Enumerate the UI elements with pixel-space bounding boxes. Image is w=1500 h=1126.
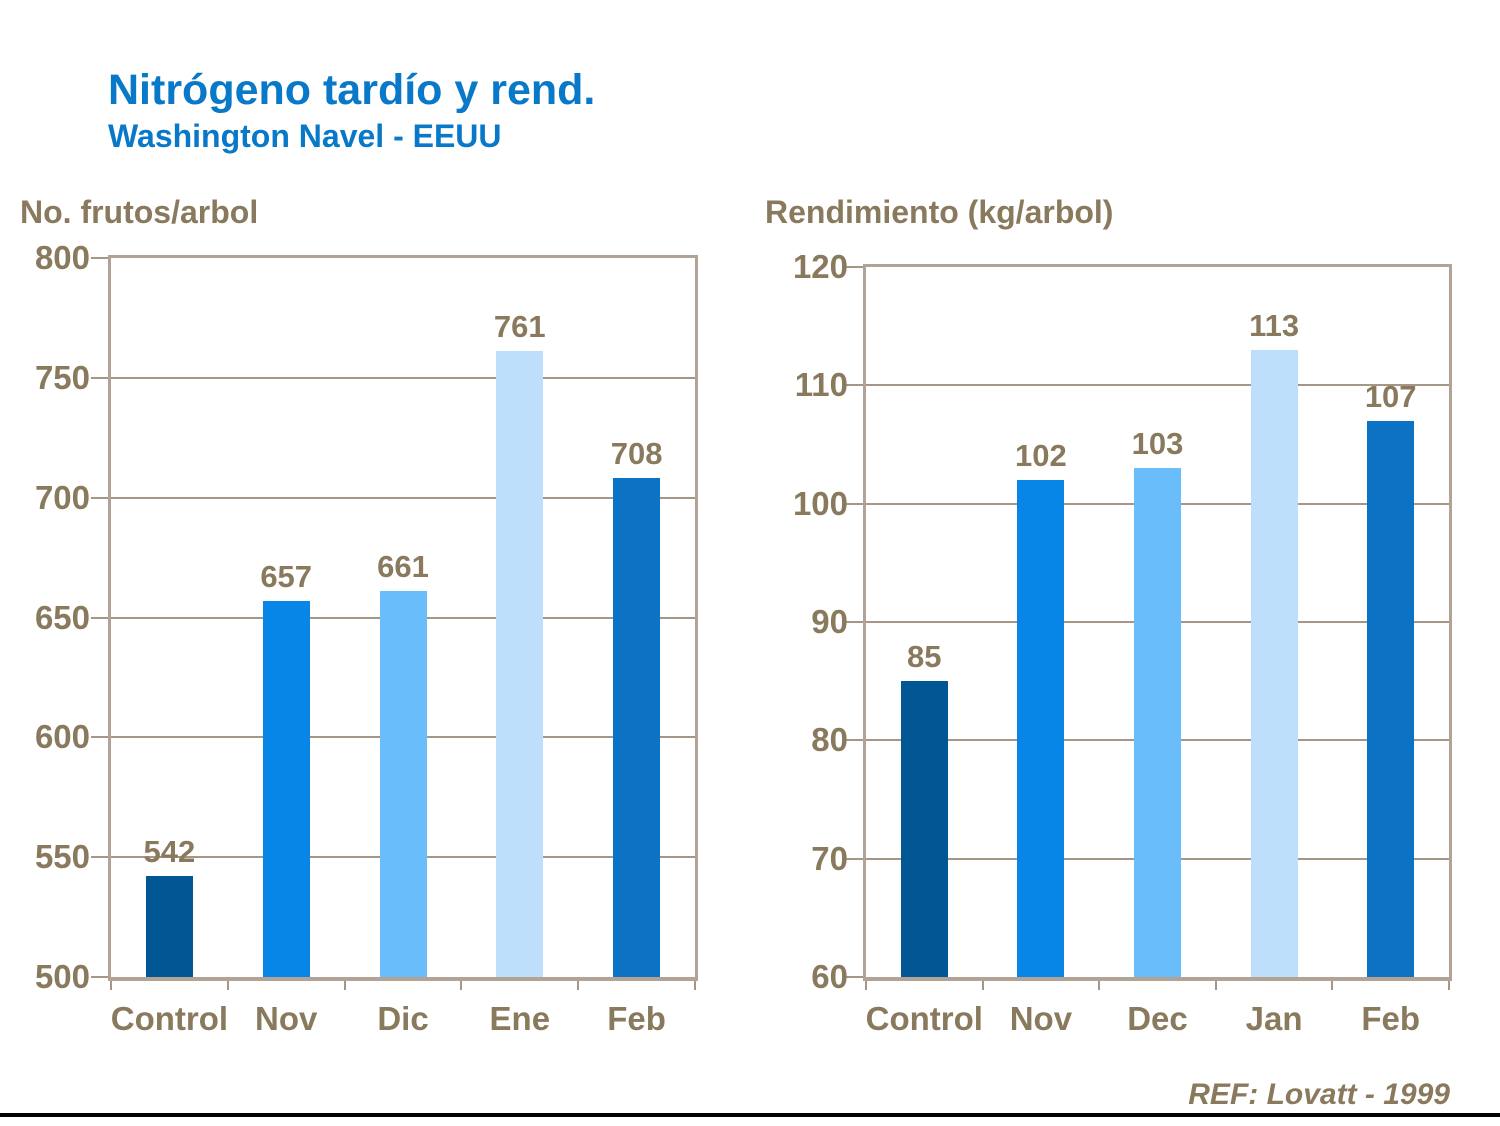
y-tick-label: 500 (34, 958, 90, 995)
y-tick-label: 60 (811, 958, 848, 995)
y-tick-label: 700 (34, 478, 90, 516)
y-axis-tick (846, 384, 863, 387)
x-axis-tick (1214, 981, 1217, 990)
x-axis-tick (981, 981, 984, 990)
category-label: Control (110, 1000, 229, 1037)
x-axis-tick (343, 981, 346, 990)
y-tick-label: 90 (811, 603, 848, 640)
plot-area (108, 255, 698, 981)
y-tick-label: 100 (792, 484, 848, 522)
gridline (866, 384, 1449, 387)
left-chart-title: No. frutos/arbol (20, 194, 259, 230)
category-label: Nov (255, 1000, 318, 1037)
bottom-rule (0, 1113, 1500, 1117)
x-axis-tick (1448, 981, 1450, 990)
y-tick-label: 750 (34, 358, 90, 396)
bar-feb (1367, 420, 1415, 977)
value-label: 107 (1364, 378, 1417, 414)
gridline (111, 496, 695, 499)
bar-control (900, 681, 948, 977)
bar-nov (1017, 480, 1065, 977)
category-label: Ene (489, 1000, 551, 1037)
y-tick-label: 80 (811, 721, 848, 759)
category-label: Control (865, 1000, 983, 1037)
y-tick-label: 800 (34, 239, 90, 276)
y-axis-tick (846, 621, 863, 623)
value-label: 542 (143, 834, 196, 870)
bar-dec (1134, 468, 1181, 977)
x-axis-tick (865, 981, 867, 990)
category-label: Nov (1009, 1000, 1073, 1037)
value-label: 657 (260, 558, 313, 594)
bar-control (145, 876, 193, 977)
y-axis-tick (846, 739, 863, 742)
y-axis-tick (91, 257, 108, 259)
bar-feb (613, 478, 661, 977)
y-axis-tick (91, 496, 108, 499)
y-tick-label: 120 (792, 248, 848, 285)
y-axis-tick (846, 976, 863, 978)
x-axis-tick (226, 981, 229, 990)
x-axis-tick (1098, 981, 1101, 990)
plot-area (863, 264, 1452, 981)
y-tick-label: 550 (34, 838, 90, 876)
y-axis-tick (91, 616, 108, 619)
x-axis-tick (460, 981, 463, 990)
page-subtitle: Washington Navel - EEUU (108, 118, 502, 154)
y-tick-label: 110 (794, 366, 848, 404)
y-axis-tick (91, 976, 108, 978)
category-label: Dic (377, 1000, 429, 1037)
y-axis-tick (846, 266, 863, 268)
y-tick-label: 600 (34, 718, 90, 756)
category-label: Feb (1361, 1000, 1421, 1037)
bar-jan (1250, 349, 1298, 977)
page-title: Nitrógeno tardío y rend. (108, 66, 596, 114)
x-axis-tick (1331, 981, 1334, 990)
value-label: 113 (1249, 307, 1300, 343)
y-axis-tick (91, 376, 108, 379)
bar-ene (496, 351, 544, 977)
y-axis-tick (91, 736, 108, 739)
value-label: 661 (377, 549, 429, 585)
y-tick-label: 70 (811, 839, 848, 877)
category-label: Feb (607, 1000, 666, 1037)
value-label: 102 (1015, 438, 1067, 473)
right-chart-title: Rendimiento (kg/arbol) (765, 194, 1114, 230)
category-label: Dec (1127, 1000, 1188, 1037)
value-label: 85 (907, 639, 942, 675)
reference-text: REF: Lovatt - 1999 (1188, 1078, 1450, 1111)
bar-nov (262, 600, 310, 977)
y-axis-tick (846, 857, 863, 860)
x-axis-tick (577, 981, 580, 990)
y-axis-tick (846, 502, 863, 505)
x-axis-tick (694, 981, 696, 990)
y-tick-label: 650 (34, 598, 90, 636)
bar-dic (379, 591, 427, 977)
gridline (111, 376, 695, 379)
value-label: 103 (1131, 426, 1184, 462)
x-axis-tick (110, 981, 112, 990)
value-label: 761 (493, 309, 546, 345)
y-axis-tick (91, 856, 108, 859)
value-label: 708 (610, 436, 663, 472)
category-label: Jan (1245, 1000, 1303, 1037)
